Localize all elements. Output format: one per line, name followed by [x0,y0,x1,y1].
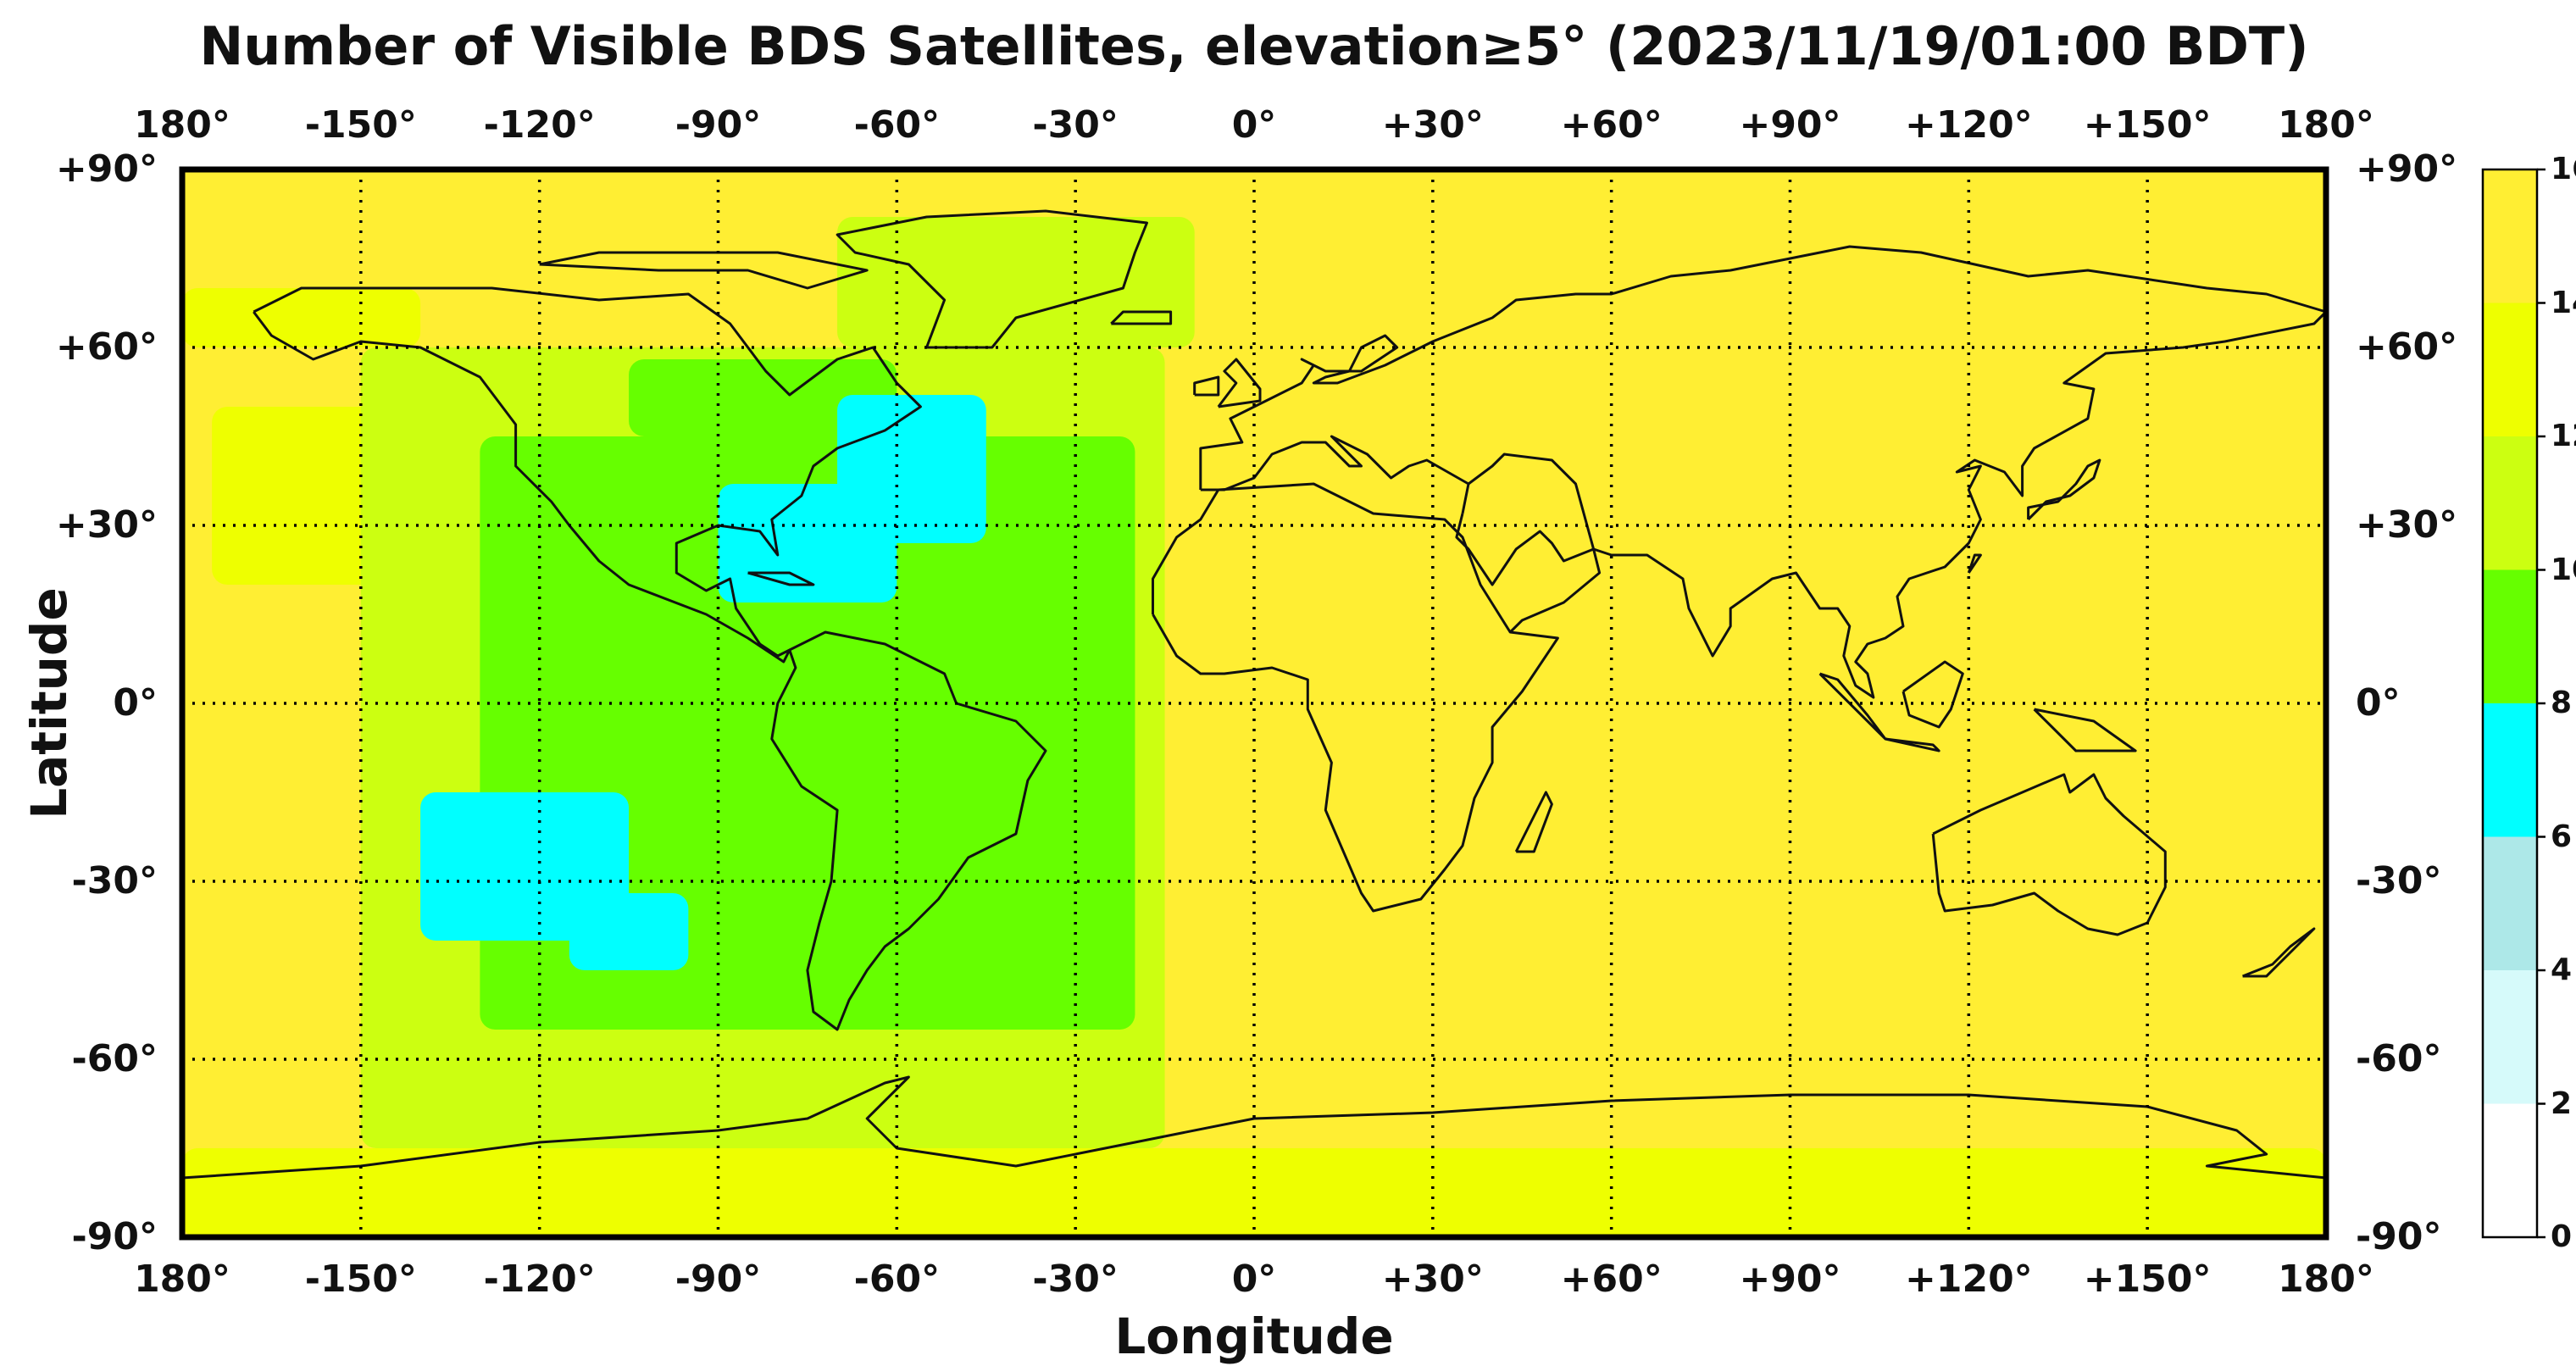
coastline-13 [1818,672,1887,741]
lon-tick-label-top: -120° [483,103,596,147]
lon-tick-label-top: -30° [1032,103,1119,147]
coastline-6 [1199,245,2327,490]
coastline-19 [1193,375,1220,397]
coastline-1 [770,630,1047,1031]
coastline-2 [836,209,1148,349]
lon-tick-label-top: 180° [2278,103,2374,147]
colorbar-tick-label: 16 [2551,152,2576,186]
lat-tick-label-left: +90° [55,147,158,191]
lon-tick-label-top: +120° [1904,103,2033,147]
lat-tick-label-right: 0° [2356,681,2401,725]
coastline-layer [181,209,2328,1180]
lon-tick-label-top: +30° [1381,103,1484,147]
colorbar-tick-label: 14 [2551,285,2576,320]
lat-tick-label-left: 0° [113,681,158,725]
coastline-20 [1967,553,1982,574]
coastline-3 [539,251,869,290]
lon-tick-label-bottom: -150° [304,1258,417,1301]
coastline-14 [1885,737,1940,752]
lat-tick-label-right: +90° [2356,147,2458,191]
coastline-17 [2242,927,2316,978]
lat-tick-label-right: -60° [2356,1037,2442,1080]
heat-region-6 [629,359,897,436]
lat-tick-label-left: -30° [71,859,158,902]
coastline-12 [2027,458,2101,521]
coastline-7 [1200,435,1470,514]
lat-tick-label-left: +60° [55,325,158,369]
lon-tick-label-bottom: 0° [1231,1258,1277,1301]
coastline-4 [1110,310,1173,325]
coastline-10 [1931,773,2167,936]
colorbar-bin-7 [2483,169,2537,303]
lat-tick-label-right: -90° [2356,1215,2442,1258]
colorbar-tick-label: 10 [2551,552,2576,587]
coastline-22 [181,1075,2327,1180]
colorbar-bin-1 [2483,970,2537,1104]
lon-tick-label-bottom: 180° [134,1258,230,1301]
lon-tick-label-top: +60° [1560,103,1663,147]
lon-tick-label-bottom: +150° [2083,1258,2212,1301]
x-axis-label: Longitude [1114,1308,1394,1365]
colorbar-tick-label: 4 [2551,952,2573,987]
colorbar-tick-label: 6 [2551,819,2573,854]
colorbar [2481,168,2545,1239]
lat-tick-label-left: -90° [71,1215,158,1258]
lon-tick-label-bottom: -60° [853,1258,941,1301]
coastline-5 [1152,482,1559,913]
lat-tick-label-left: -60° [71,1037,158,1080]
lat-tick-label-right: +60° [2356,325,2458,369]
coastline-9 [1455,513,1602,634]
colorbar-bin-2 [2483,836,2537,970]
lon-tick-label-bottom: -120° [483,1258,596,1301]
map-title: Number of Visible BDS Satellites, elevat… [199,15,2309,77]
lon-tick-label-top: -90° [675,103,762,147]
colorbar-bin-6 [2483,303,2537,436]
grid-layer [182,169,2326,1237]
lon-tick-label-top: 0° [1231,103,1277,147]
lon-tick-label-bottom: -90° [675,1258,762,1301]
lon-tick-label-top: -150° [304,103,417,147]
lon-tick-label-bottom: +90° [1739,1258,1841,1301]
lon-tick-label-bottom: +120° [1904,1258,2033,1301]
lon-tick-label-top: +150° [2083,103,2212,147]
colorbar-tick-label: 0 [2551,1219,2573,1254]
colorbar-bin-4 [2483,569,2537,703]
lat-tick-label-left: +30° [55,503,158,547]
lat-tick-label-right: -30° [2356,859,2442,902]
lon-tick-label-top: 180° [134,103,230,147]
lon-tick-label-bottom: -30° [1032,1258,1119,1301]
coastline-0 [253,286,922,664]
heat-region-8 [569,893,689,970]
colorbar-tick-label: 8 [2551,686,2573,720]
lon-tick-label-top: -60° [853,103,941,147]
map-frame [179,166,2329,1241]
heat-region-1 [182,288,421,347]
colorbar-tick-label: 12 [2551,419,2576,453]
lon-tick-label-bottom: +30° [1381,1258,1484,1301]
lon-tick-label-top: +90° [1739,103,1841,147]
coastline-11 [1514,791,1553,853]
colorbar-bin-0 [2483,1103,2537,1237]
colorbar-bin-3 [2483,703,2537,837]
coastline-18 [1217,358,1262,408]
heat-region-4 [837,217,1195,347]
y-axis-label: Latitude [20,587,78,819]
coastline-16 [2033,708,2137,752]
heat-region-0 [182,1148,2326,1237]
coastline-21 [747,571,815,586]
heat-region-5 [480,436,1135,1030]
lat-tick-label-right: +30° [2356,503,2458,547]
lon-tick-label-bottom: 180° [2278,1258,2374,1301]
lon-tick-label-bottom: +60° [1560,1258,1663,1301]
colorbar-tick-label: 2 [2551,1086,2573,1121]
coastline-15 [1901,660,1964,729]
coastline-8 [1468,310,2328,699]
colorbar-bin-5 [2483,436,2537,570]
